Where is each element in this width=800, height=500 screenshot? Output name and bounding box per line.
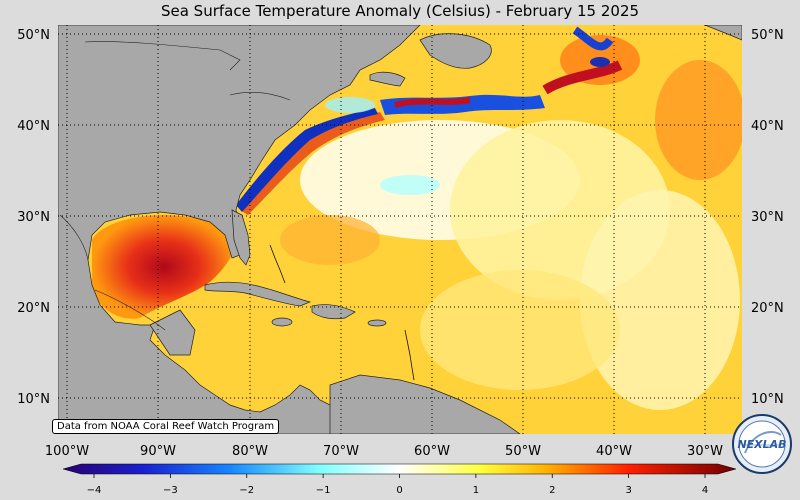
lon-label-100w: 100°W — [45, 444, 89, 459]
lat-label-30n-left: 30°N — [17, 210, 50, 225]
lon-label-40w: 40°W — [596, 444, 632, 459]
lat-label-20n-right: 20°N — [751, 301, 784, 316]
greenland-edge — [704, 25, 742, 41]
cuba-island — [204, 281, 312, 307]
colorbar: −4 −3 −2 −1 0 1 2 3 4 — [62, 463, 737, 496]
lat-label-40n-right: 40°N — [751, 119, 784, 134]
jamaica-island — [271, 317, 293, 327]
puerto-rico-island — [367, 319, 387, 327]
nexlab-logo[interactable]: NEXLAB — [731, 413, 793, 475]
lon-label-60w: 60°W — [414, 444, 450, 459]
lat-label-50n-left: 50°N — [17, 28, 50, 43]
mild-anomaly-region-south — [420, 270, 620, 390]
colorbar-tick-label: −1 — [316, 485, 331, 496]
colorbar-tick-label: 0 — [396, 485, 402, 496]
lon-label-90w: 90°W — [140, 444, 176, 459]
colorbar-tick-label: 3 — [625, 485, 631, 496]
political-borders — [59, 41, 291, 331]
lesser-antilles — [269, 244, 415, 381]
colorbar-tick-label: −4 — [87, 485, 102, 496]
warm-patch-east — [655, 60, 742, 180]
lat-label-20n-left: 20°N — [17, 301, 50, 316]
north-warm-streak — [394, 97, 471, 108]
cold-eddy — [590, 57, 610, 67]
lat-label-50n-right: 50°N — [751, 28, 784, 43]
lat-label-10n-right: 10°N — [751, 392, 784, 407]
lon-label-50w: 50°W — [505, 444, 541, 459]
map-title: Sea Surface Temperature Anomaly (Celsius… — [160, 2, 640, 20]
newfoundland-island — [419, 33, 492, 69]
colorbar-tick-label: −2 — [239, 485, 254, 496]
warm-patch — [280, 215, 380, 265]
data-credit-label: Data from NOAA Coral Reef Watch Program — [52, 419, 280, 434]
gulf-stream-warm-band — [240, 112, 385, 215]
near-zero-patch — [380, 175, 440, 195]
south-america-land — [329, 374, 521, 434]
hispaniola-island — [311, 304, 356, 320]
northeast-hot-streak — [542, 60, 623, 95]
graticule — [58, 25, 742, 434]
near-zero-patch-north — [325, 97, 375, 113]
colorbar-tick-label: 2 — [549, 485, 555, 496]
northeast-cold-streak — [572, 26, 614, 51]
land-masses — [58, 25, 742, 434]
logo-text: NEXLAB — [737, 438, 786, 451]
florida-peninsula — [231, 209, 251, 266]
yucatan-peninsula — [149, 309, 196, 356]
mild-anomaly-region-east — [580, 190, 740, 410]
lat-label-40n-left: 40°N — [17, 119, 50, 134]
gulf-of-mexico-hot-anomaly — [92, 215, 236, 319]
colorbar-tick-label: 1 — [473, 485, 479, 496]
colorbar-tick-label: 4 — [702, 485, 708, 496]
lat-label-30n-right: 30°N — [751, 210, 784, 225]
colorbar-gradient — [62, 463, 737, 475]
nova-scotia — [369, 71, 406, 87]
colorbar-tick-label: −3 — [163, 485, 178, 496]
map-area — [58, 25, 742, 434]
lon-label-80w: 80°W — [232, 444, 268, 459]
lat-label-10n-left: 10°N — [17, 392, 50, 407]
lon-label-30w: 30°W — [687, 444, 723, 459]
lon-label-70w: 70°W — [323, 444, 359, 459]
